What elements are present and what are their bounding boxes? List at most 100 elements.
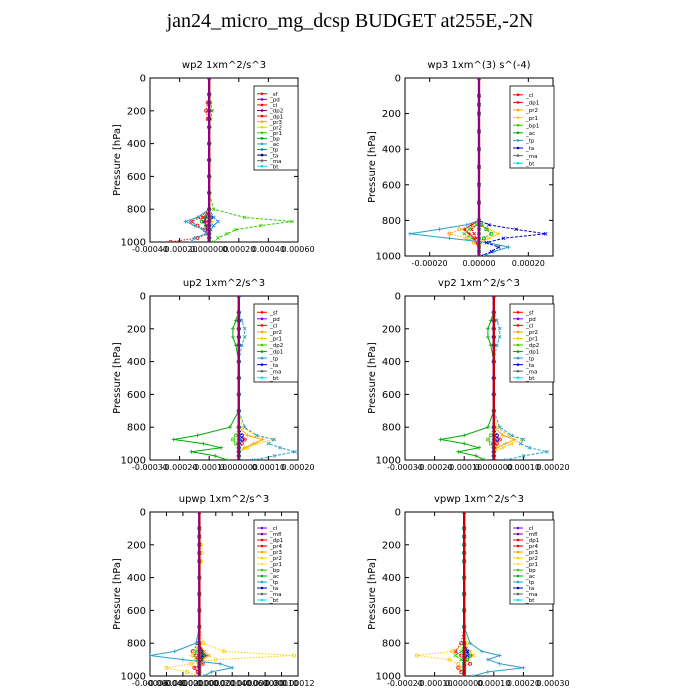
series-point [194,649,198,654]
x-tick-label: 0.000000 [445,679,483,688]
series-point [456,449,461,454]
series-point [184,669,189,674]
y-tick-label: 600 [127,606,146,617]
plot-1: wp2 1xm^2/s^3 Pressure [hPa] 0 200 400 600 800… [112,60,315,254]
y-tick-label: 0 [140,508,146,519]
legend: _cl_mfl_dp1_pr4_pr3_pr2_pr1_bp_ac_tp_ta_… [509,519,555,605]
series-point [291,653,296,658]
legend-marker [516,116,520,119]
series-point [293,449,297,454]
legend-marker [260,556,264,560]
series-point [503,458,508,460]
legend-label: _bp [269,137,280,143]
y-tick-label: 0 [395,508,401,519]
series-point [150,653,152,658]
x-tick-label: -0.00020 [417,463,453,472]
series-point [484,227,489,232]
series-point [450,649,455,654]
legend-marker [260,538,264,542]
legend-label: _bt [269,376,279,382]
x-tick-label: 0.00040 [252,245,285,254]
y-tick-label: 1000 [121,456,146,467]
series-line [208,78,293,242]
legend-marker [516,139,520,142]
series-point [195,215,200,220]
x-tick-label: 0.000040 [213,679,251,688]
y-tick-label: 0 [140,74,146,85]
series-point [278,445,283,450]
legend-marker [516,310,520,314]
series-line [440,296,495,460]
plot-6: vpwp 1xm^2/s^3 Pressure [hPa] 0 200 400 600 80… [367,494,570,688]
series-point [201,653,206,658]
legend-marker [260,376,264,380]
legend-marker [516,556,520,560]
series-point [230,437,235,442]
plot-2: wp3 1xm^(3) s^(-4) Pressure [hPa] 0 200 400 6… [367,60,555,268]
legend-marker [260,98,264,101]
x-tick-label: 0.000060 [230,679,268,688]
series-point [468,653,473,658]
series-point [496,245,501,249]
series-point [459,657,464,662]
legend-marker [260,550,264,554]
series-point [462,441,467,446]
series-point [486,236,491,241]
series-point [201,641,206,646]
legend-marker [260,592,264,596]
legend-label: _ta [269,153,278,159]
y-tick-label: 800 [127,205,146,216]
legend-label: _pr2 [269,556,282,562]
series-point [486,227,491,232]
series-point [260,437,265,442]
series-point [467,231,472,236]
legend-marker [260,526,264,530]
y-tick-label: 800 [382,216,401,227]
series-point [266,441,271,446]
y-tick-label: 400 [127,139,146,150]
x-tick-label: 0.000000 [190,245,228,254]
series-point [230,326,235,331]
legend-label: _bt [525,161,535,167]
legend-label: _ac [525,574,535,580]
series-point [213,657,218,662]
y-tick-label: 600 [127,172,146,183]
plot-5: upwp 1xm^2/s^3 Pressure [hPa] 0 200 400 600 80… [112,494,315,688]
legend-marker [260,532,264,536]
legend-label: _dp1 [269,114,283,120]
legend-label: _pr1 [525,562,538,568]
x-tick-label: -0.00010 [417,679,453,688]
legend: _sf_pd_cl_pr2_pr1_dp2_dp1_tp_ta_ma_bt [253,303,299,383]
series-point [201,674,206,676]
series-point [447,657,452,662]
y-tick-label: 1000 [376,252,401,263]
series-point [484,240,489,245]
series-point [189,661,194,666]
series-point [211,215,216,220]
series-point [496,231,501,236]
series-point [469,236,474,241]
legend-marker [516,586,520,590]
legend-marker [516,337,520,340]
y-tick-label: 400 [127,357,146,368]
series-point [219,445,224,450]
y-tick-label: 800 [382,423,401,434]
series-point [242,326,247,331]
series-point [211,240,216,242]
legend-marker [516,376,520,380]
x-tick-label: 0.00010 [477,679,510,688]
legend-marker [516,550,520,554]
series-point [494,343,499,348]
series-point [486,222,491,227]
series-point [230,665,235,670]
series-line [493,296,526,460]
y-tick-label: 600 [382,606,401,617]
y-tick-label: 400 [127,573,146,584]
legend-marker [516,369,520,373]
legend-label: _dp1 [269,350,283,356]
series-point [497,661,502,666]
legend-marker [260,350,264,353]
y-tick-label: 0 [140,292,146,303]
legend-label: _pr1 [525,116,538,122]
plot-title: vp2 1xm^2/s^3 [438,278,520,289]
